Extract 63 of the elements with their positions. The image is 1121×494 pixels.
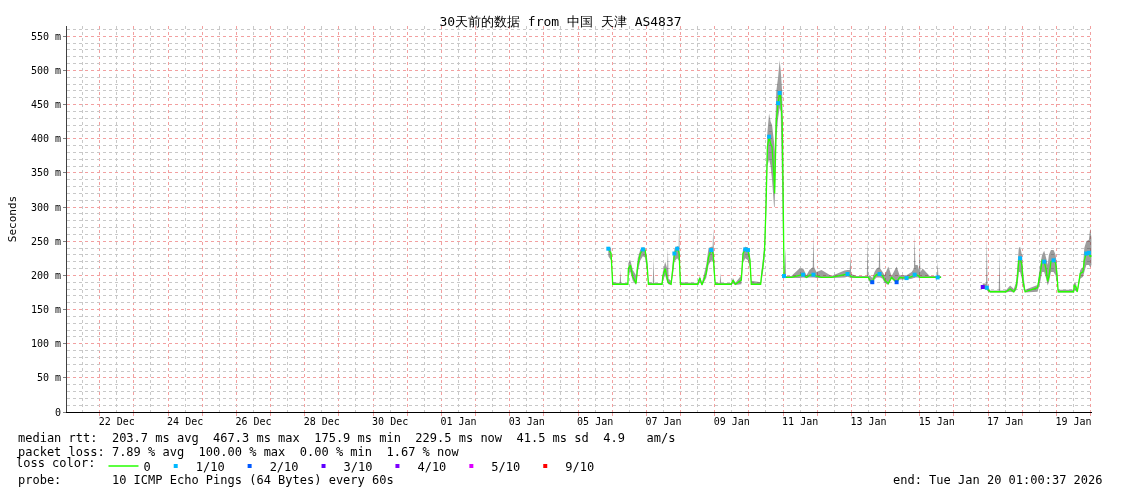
text: end: Tue Jan 20 01:00:37 2026 bbox=[893, 473, 1103, 487]
y-tick-label: 500 m bbox=[30, 64, 61, 76]
point bbox=[675, 246, 680, 251]
y-tick-label: 350 m bbox=[30, 167, 61, 179]
y-tick-label: 150 m bbox=[30, 304, 61, 316]
y-tick-label: 250 m bbox=[30, 235, 61, 247]
point bbox=[1051, 258, 1056, 263]
point bbox=[870, 280, 875, 285]
point bbox=[845, 272, 850, 276]
x-tick-label: 26 Dec bbox=[235, 416, 272, 427]
point bbox=[894, 280, 899, 285]
text: median rtt: 203.7 ms avg 467.3 ms max 175.9 ms min 229.5 ms now 41.5 ms sd 4.9 am/s bbox=[18, 431, 676, 445]
point bbox=[606, 246, 611, 251]
x-tick-label: 01 Jan bbox=[440, 416, 477, 427]
x-tick-label: 13 Jan bbox=[850, 416, 887, 427]
point bbox=[709, 248, 714, 253]
text: probe: 10 ICMP Echo Pings (64 Bytes) every 60s bbox=[18, 473, 394, 487]
y-tick-label: 300 m bbox=[30, 201, 61, 213]
point bbox=[767, 134, 772, 139]
x-tick-label: 28 Dec bbox=[303, 416, 340, 427]
point bbox=[912, 272, 917, 277]
legend-title: loss color: bbox=[16, 456, 96, 471]
x-tick-label: 07 Jan bbox=[645, 416, 682, 427]
y-tick-label: 550 m bbox=[30, 30, 61, 42]
x-tick-label: 09 Jan bbox=[713, 416, 750, 427]
point bbox=[904, 276, 909, 281]
point bbox=[777, 90, 782, 95]
x-tick-label: 05 Jan bbox=[577, 416, 614, 427]
legend-label: 3/10 bbox=[343, 459, 373, 474]
point bbox=[801, 272, 806, 277]
legend-label: 5/10 bbox=[491, 459, 521, 474]
x-tick-label: 22 Dec bbox=[98, 416, 135, 427]
x-tick-label: 11 Jan bbox=[782, 416, 819, 427]
y-tick-label: 200 m bbox=[30, 269, 61, 281]
y-axis-title: Seconds bbox=[5, 195, 19, 243]
x-tick-label: 03 Jan bbox=[508, 416, 545, 427]
x-tick-label: 19 Jan bbox=[1055, 416, 1092, 427]
point bbox=[1042, 259, 1047, 264]
y-tick-label: 100 m bbox=[30, 338, 61, 350]
point bbox=[672, 251, 677, 256]
point bbox=[980, 284, 985, 289]
point bbox=[935, 275, 940, 280]
x-tick-label: 24 Dec bbox=[167, 416, 204, 427]
x-tick-label: 17 Jan bbox=[987, 416, 1024, 427]
legend-label: 1/10 bbox=[195, 459, 225, 474]
legend-label: 2/10 bbox=[269, 459, 299, 474]
point bbox=[811, 272, 816, 277]
point bbox=[782, 274, 787, 279]
y-tick-label: 0 bbox=[54, 406, 61, 418]
legend-label: 9/10 bbox=[565, 459, 595, 474]
point bbox=[640, 247, 645, 252]
legend-label: 0 bbox=[143, 459, 151, 474]
y-tick-label: 450 m bbox=[30, 99, 61, 111]
point bbox=[877, 272, 882, 276]
y-tick-label: 50 m bbox=[36, 372, 61, 384]
y-tick-label: 400 m bbox=[30, 133, 61, 145]
point bbox=[984, 285, 989, 290]
chart-title: 30天前的数据 from 中国 天津 AS4837 bbox=[439, 13, 682, 29]
legend-label: 4/10 bbox=[417, 459, 447, 474]
point bbox=[776, 101, 781, 106]
x-tick-label: 15 Jan bbox=[918, 416, 955, 427]
point bbox=[1018, 256, 1023, 261]
x-tick-label: 30 Dec bbox=[372, 416, 409, 427]
